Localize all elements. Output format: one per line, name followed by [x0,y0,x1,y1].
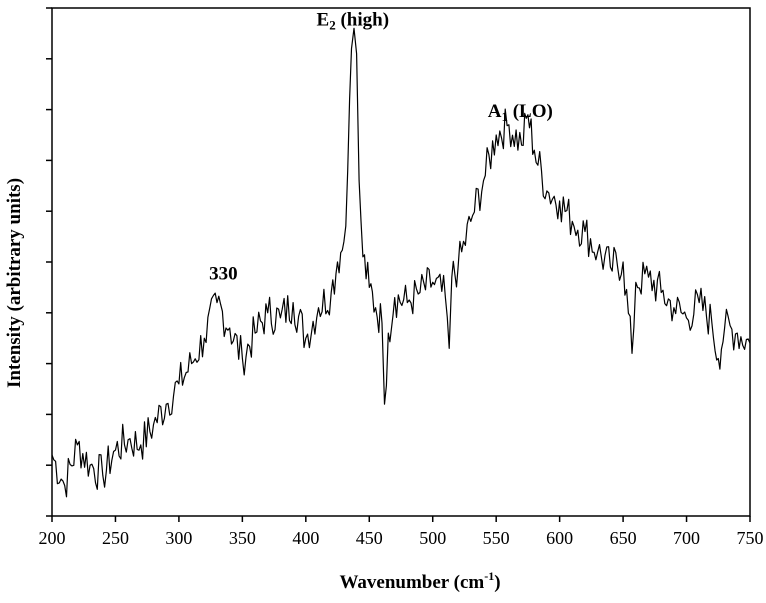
plot-frame [51,7,751,517]
y-axis-title: Intensity (arbitrary units) [4,178,25,388]
x-tick-label: 200 [39,528,66,548]
x-axis-title: Wavenumber (cm-1) [339,569,500,593]
plot-border [51,7,751,517]
x-tick-label: 750 [737,528,764,548]
x-tick-label: 650 [610,528,637,548]
peak-annotations: 330 E2 (high) A1 (LO) [209,9,553,284]
x-axis-tick-labels: 200 250 300 350 400 450 500 550 600 650 700 750 [39,528,764,548]
peak-label: A1 (LO) [488,101,553,124]
x-tick-label: 300 [165,528,192,548]
x-tick-label: 250 [102,528,129,548]
x-tick-label: 550 [483,528,510,548]
y-axis-ticks [46,7,52,517]
x-tick-label: 350 [229,528,256,548]
spectrum-line-0 [51,27,751,498]
x-tick-label: 400 [292,528,319,548]
peak-label: 330 [209,263,238,284]
x-tick-label: 500 [419,528,446,548]
x-axis-ticks [51,516,751,522]
peak-label: E2 (high) [317,9,390,32]
x-tick-label: 600 [546,528,573,548]
x-tick-label: 450 [356,528,383,548]
series-group [51,27,751,498]
x-axis-title-sup: -1 [484,569,494,583]
x-axis-title-main: Wavenumber (cm [339,572,484,593]
x-axis-title-end: ) [494,572,500,593]
x-tick-label: 700 [673,528,700,548]
